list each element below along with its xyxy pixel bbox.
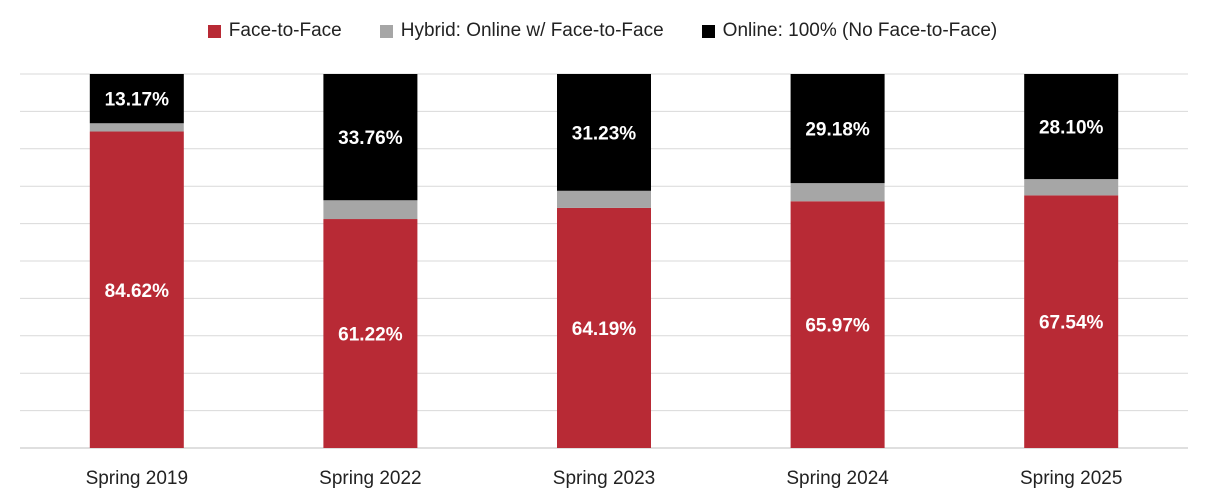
x-tick-label: Spring 2023 xyxy=(553,468,655,489)
data-label-online: 31.23% xyxy=(572,123,637,144)
data-label-online: 28.10% xyxy=(1039,118,1104,139)
bar-segment-hybrid xyxy=(323,200,418,220)
bar-segment-hybrid xyxy=(1024,179,1119,196)
legend-label-online: Online: 100% (No Face-to-Face) xyxy=(722,20,998,41)
bar-segment-hybrid xyxy=(790,183,885,202)
bar-segment-hybrid xyxy=(89,123,184,132)
x-tick-label: Spring 2022 xyxy=(319,468,421,489)
x-tick-label: Spring 2019 xyxy=(86,468,188,489)
data-label-online: 29.18% xyxy=(805,120,870,141)
bar-segment-online xyxy=(89,74,184,124)
bar-segment-face-to-face xyxy=(89,131,184,449)
legend-item-face-to-face: Face-to-Face xyxy=(207,20,342,42)
x-tick-label: Spring 2024 xyxy=(786,468,889,489)
bar-segment-face-to-face xyxy=(790,201,885,448)
bar-segment-face-to-face xyxy=(557,207,651,448)
data-label-face-to-face: 84.62% xyxy=(105,281,170,302)
data-label-face-to-face: 64.19% xyxy=(572,319,637,340)
bar-segment-online xyxy=(323,74,418,201)
legend-swatch-hybrid xyxy=(379,24,393,38)
x-tick-label: Spring 2025 xyxy=(1020,468,1122,489)
bar-segment-online xyxy=(1024,74,1119,180)
bar-segment-hybrid xyxy=(557,190,651,208)
chart-legend: Face-to-Face Hybrid: Online w/ Face-to-F… xyxy=(0,20,1205,42)
bar-segment-online xyxy=(557,74,651,191)
bar-segment-online xyxy=(790,74,885,184)
data-label-online: 33.76% xyxy=(338,128,403,149)
bar-segment-face-to-face xyxy=(323,219,418,448)
legend-swatch-online xyxy=(701,24,715,38)
legend-item-hybrid: Hybrid: Online w/ Face-to-Face xyxy=(379,20,664,42)
data-label-face-to-face: 61.22% xyxy=(338,325,403,346)
data-label-face-to-face: 65.97% xyxy=(805,316,870,337)
bar-segment-face-to-face xyxy=(1024,195,1119,448)
legend-item-online: Online: 100% (No Face-to-Face) xyxy=(701,20,998,42)
legend-swatch-face-to-face xyxy=(207,24,221,38)
data-label-online: 13.17% xyxy=(105,90,170,111)
legend-label-face-to-face: Face-to-Face xyxy=(228,20,342,41)
legend-label-hybrid: Hybrid: Online w/ Face-to-Face xyxy=(400,20,664,41)
data-label-face-to-face: 67.54% xyxy=(1039,313,1104,334)
